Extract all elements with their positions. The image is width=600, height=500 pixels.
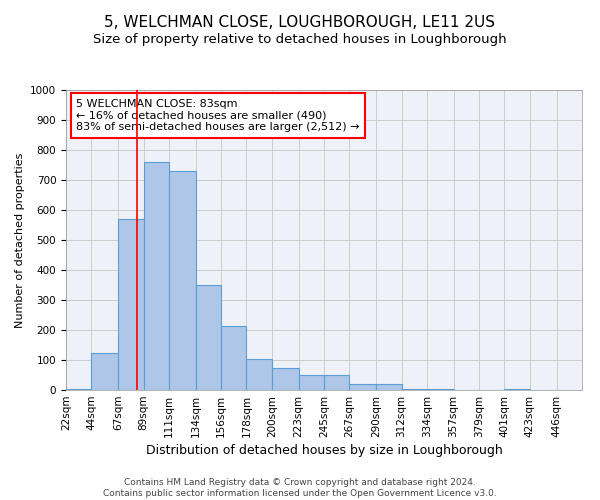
Bar [376, 384, 401, 390]
Bar [349, 384, 376, 390]
Text: Size of property relative to detached houses in Loughborough: Size of property relative to detached ho… [93, 32, 507, 46]
Bar [169, 171, 196, 390]
Bar [118, 219, 143, 390]
Bar [143, 162, 169, 390]
Bar [196, 285, 221, 390]
Y-axis label: Number of detached properties: Number of detached properties [14, 152, 25, 328]
Text: 5 WELCHMAN CLOSE: 83sqm
← 16% of detached houses are smaller (490)
83% of semi-d: 5 WELCHMAN CLOSE: 83sqm ← 16% of detache… [76, 99, 360, 132]
Bar [91, 352, 118, 390]
Text: 5, WELCHMAN CLOSE, LOUGHBOROUGH, LE11 2US: 5, WELCHMAN CLOSE, LOUGHBOROUGH, LE11 2U… [104, 15, 496, 30]
Bar [505, 388, 530, 390]
Bar [247, 358, 272, 390]
Bar [221, 326, 247, 390]
X-axis label: Distribution of detached houses by size in Loughborough: Distribution of detached houses by size … [146, 444, 502, 457]
Bar [299, 375, 324, 390]
Bar [427, 388, 454, 390]
Bar [324, 375, 349, 390]
Text: Contains HM Land Registry data © Crown copyright and database right 2024.
Contai: Contains HM Land Registry data © Crown c… [103, 478, 497, 498]
Bar [66, 388, 91, 390]
Bar [272, 368, 299, 390]
Bar [401, 388, 427, 390]
